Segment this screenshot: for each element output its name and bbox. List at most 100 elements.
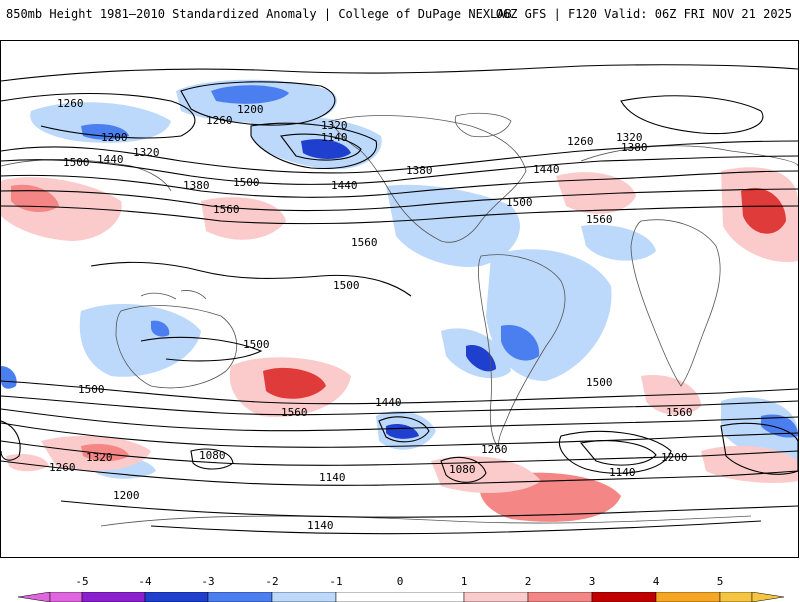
colorbar-tick: -5 [75, 575, 89, 588]
contour-label: 1320 [133, 146, 160, 159]
contour-line [1, 395, 798, 416]
colorbar-tick: 3 [588, 575, 596, 588]
contour-line [190, 448, 234, 470]
anomaly-area-south-indian-core [81, 444, 129, 462]
contour-label: 1320 [321, 119, 348, 132]
colorbar-segment [49, 592, 83, 602]
colorbar-tick: -2 [265, 575, 279, 588]
contour-line [579, 440, 657, 466]
contour-line [1, 188, 798, 212]
colorbar-segment [463, 592, 529, 602]
contour-label: 1560 [281, 406, 308, 419]
colorbar-segment [655, 592, 721, 602]
contour-line [280, 133, 362, 161]
colorbar-tick: 0 [396, 575, 404, 588]
contour-line [1, 205, 798, 225]
contour-label: 1380 [183, 179, 210, 192]
contour-label: 1200 [101, 131, 128, 144]
contour-label: 1260 [567, 135, 594, 148]
contour-label: 1440 [331, 179, 358, 192]
anomaly-area-siberia-core [81, 124, 129, 140]
contour-line [1, 408, 798, 432]
antarctica-outline [100, 515, 752, 527]
contour-line [440, 456, 487, 483]
contour-line [1, 440, 798, 466]
anomaly-area-central-pacific [201, 197, 286, 240]
contour-label: 1140 [307, 519, 334, 532]
contour-line [378, 416, 430, 443]
contour-label: 1200 [237, 103, 264, 116]
contour-label: 1500 [233, 176, 260, 189]
colorbar-segment [335, 592, 465, 602]
contour-label: 1080 [199, 449, 226, 462]
colorbar-segment [591, 592, 657, 602]
anomaly-area-south-pacific-core [466, 345, 496, 372]
model-run-info: 06Z GFS | F120 Valid: 06Z FRI NOV 21 202… [495, 7, 792, 21]
height-contours [1, 64, 798, 535]
anomaly-area-north-pacific-core [211, 85, 289, 104]
contour-label: 1200 [113, 489, 140, 502]
contour-label: 1500 [63, 156, 90, 169]
africa-outline [630, 219, 721, 387]
contour-label: 1560 [586, 213, 613, 226]
north-america-outline [330, 115, 527, 243]
contour-label: 1560 [666, 406, 693, 419]
contour-label: 1500 [586, 376, 613, 389]
contour-line [1, 420, 21, 461]
contour-line [1, 170, 798, 198]
contour-label: 1080 [449, 463, 476, 476]
contour-line [1, 422, 798, 448]
contour-label: 1500 [243, 338, 270, 351]
negative-anomaly-areas [1, 79, 798, 479]
colorbar-segment [527, 592, 593, 602]
contour-line [1, 64, 798, 82]
colorbar-tick: 5 [716, 575, 724, 588]
contour-labels: 1260 1200 1320 1500 1440 1380 1560 1140 … [49, 97, 693, 532]
contour-label: 1380 [621, 141, 648, 154]
contour-line [620, 95, 764, 135]
contour-line [1, 92, 196, 139]
contour-line [559, 430, 672, 474]
australia-outline [115, 305, 238, 389]
contour-line [1, 155, 798, 185]
contour-label: 1260 [57, 97, 84, 110]
contour-line [1, 380, 798, 405]
contour-label: 1200 [661, 451, 688, 464]
contour-label: 1440 [533, 163, 560, 176]
colorbar-cap-right [751, 592, 785, 602]
contour-line [180, 81, 336, 126]
colorbar-segment [144, 592, 209, 602]
contour-label: 1140 [609, 466, 636, 479]
south-america-outline [477, 254, 566, 452]
colorbar-tick: -1 [329, 575, 343, 588]
contour-label: 1440 [97, 153, 124, 166]
colorbar-cap-left [17, 592, 51, 602]
colorbar-tick: -3 [201, 575, 215, 588]
contour-line [250, 122, 378, 170]
anomaly-area-europe-core [11, 184, 59, 213]
contour-label: 1140 [319, 471, 346, 484]
map-title: 850mb Height 1981–2010 Standardized Anom… [6, 7, 512, 21]
indonesia-outline [140, 290, 207, 300]
europe-asia-outline [1, 145, 798, 192]
colorbar-segment [719, 592, 753, 602]
contour-label: 1500 [506, 196, 533, 209]
contour-label: 1440 [375, 396, 402, 409]
greenland-outline [454, 112, 512, 138]
colorbar: -5 -4 -3 -2 -1 0 1 2 3 4 5 [0, 570, 800, 602]
map-panel[interactable]: 1260 1200 1320 1500 1440 1380 1560 1140 … [0, 40, 799, 558]
contour-label: 1260 [49, 461, 76, 474]
contour-label: 1500 [78, 383, 105, 396]
coastlines [1, 112, 798, 527]
colorbar-segment [271, 592, 337, 602]
colorbar-tick: -4 [138, 575, 152, 588]
anomaly-area-australia-core [151, 320, 170, 337]
anomaly-area-indian-ocean [721, 397, 798, 462]
contour-line [720, 422, 798, 475]
anomaly-area-atlantic [556, 172, 636, 214]
contour-label: 1380 [406, 164, 433, 177]
contour-label: 1500 [333, 279, 360, 292]
contour-line [140, 336, 263, 362]
contour-label: 1560 [351, 236, 378, 249]
colorbar-tick: 4 [652, 575, 660, 588]
